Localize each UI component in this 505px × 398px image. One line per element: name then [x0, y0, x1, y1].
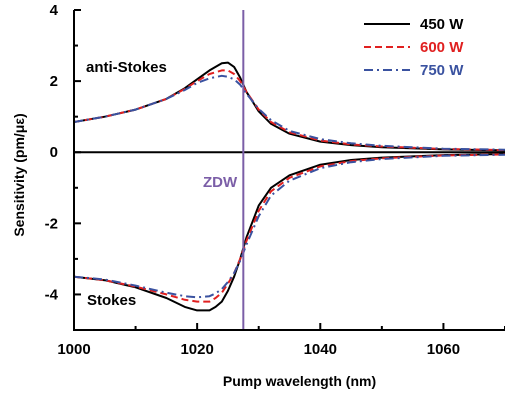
y-tick-label: 2	[50, 73, 58, 90]
y-tick-label: -2	[45, 215, 58, 232]
legend-label-2: 750 W	[420, 62, 464, 79]
series-2-anti-stokes-line	[74, 74, 505, 151]
y-tick-label: 0	[50, 144, 58, 161]
stokes-label: Stokes	[87, 292, 136, 309]
x-tick-label: 1040	[304, 341, 337, 358]
y-tick-label: -4	[45, 286, 59, 303]
anti-stokes-label: anti-Stokes	[86, 59, 167, 76]
x-tick-label: 1000	[57, 341, 90, 358]
legend-label-1: 600 W	[420, 39, 464, 56]
legend: 450 W 600 W 750 W	[364, 16, 464, 79]
zdw-label: ZDW	[203, 174, 238, 191]
y-tick-label: 4	[50, 2, 59, 19]
axes-group: -4 -2 0 2 4 1000 1020 1040 1060	[45, 2, 505, 358]
series-2-stokes-line	[74, 153, 505, 299]
curves-group	[74, 61, 505, 312]
x-tick-label: 1020	[180, 341, 213, 358]
y-axis-title: Sensitivity (pm/με)	[11, 113, 27, 236]
series-0-stokes-line	[74, 153, 505, 312]
legend-label-0: 450 W	[420, 16, 464, 33]
axis-frame	[73, 10, 505, 331]
x-axis-title: Pump wavelength (nm)	[223, 373, 376, 389]
series-1-anti-stokes-line	[74, 69, 505, 152]
x-tick-label: 1060	[427, 341, 460, 358]
